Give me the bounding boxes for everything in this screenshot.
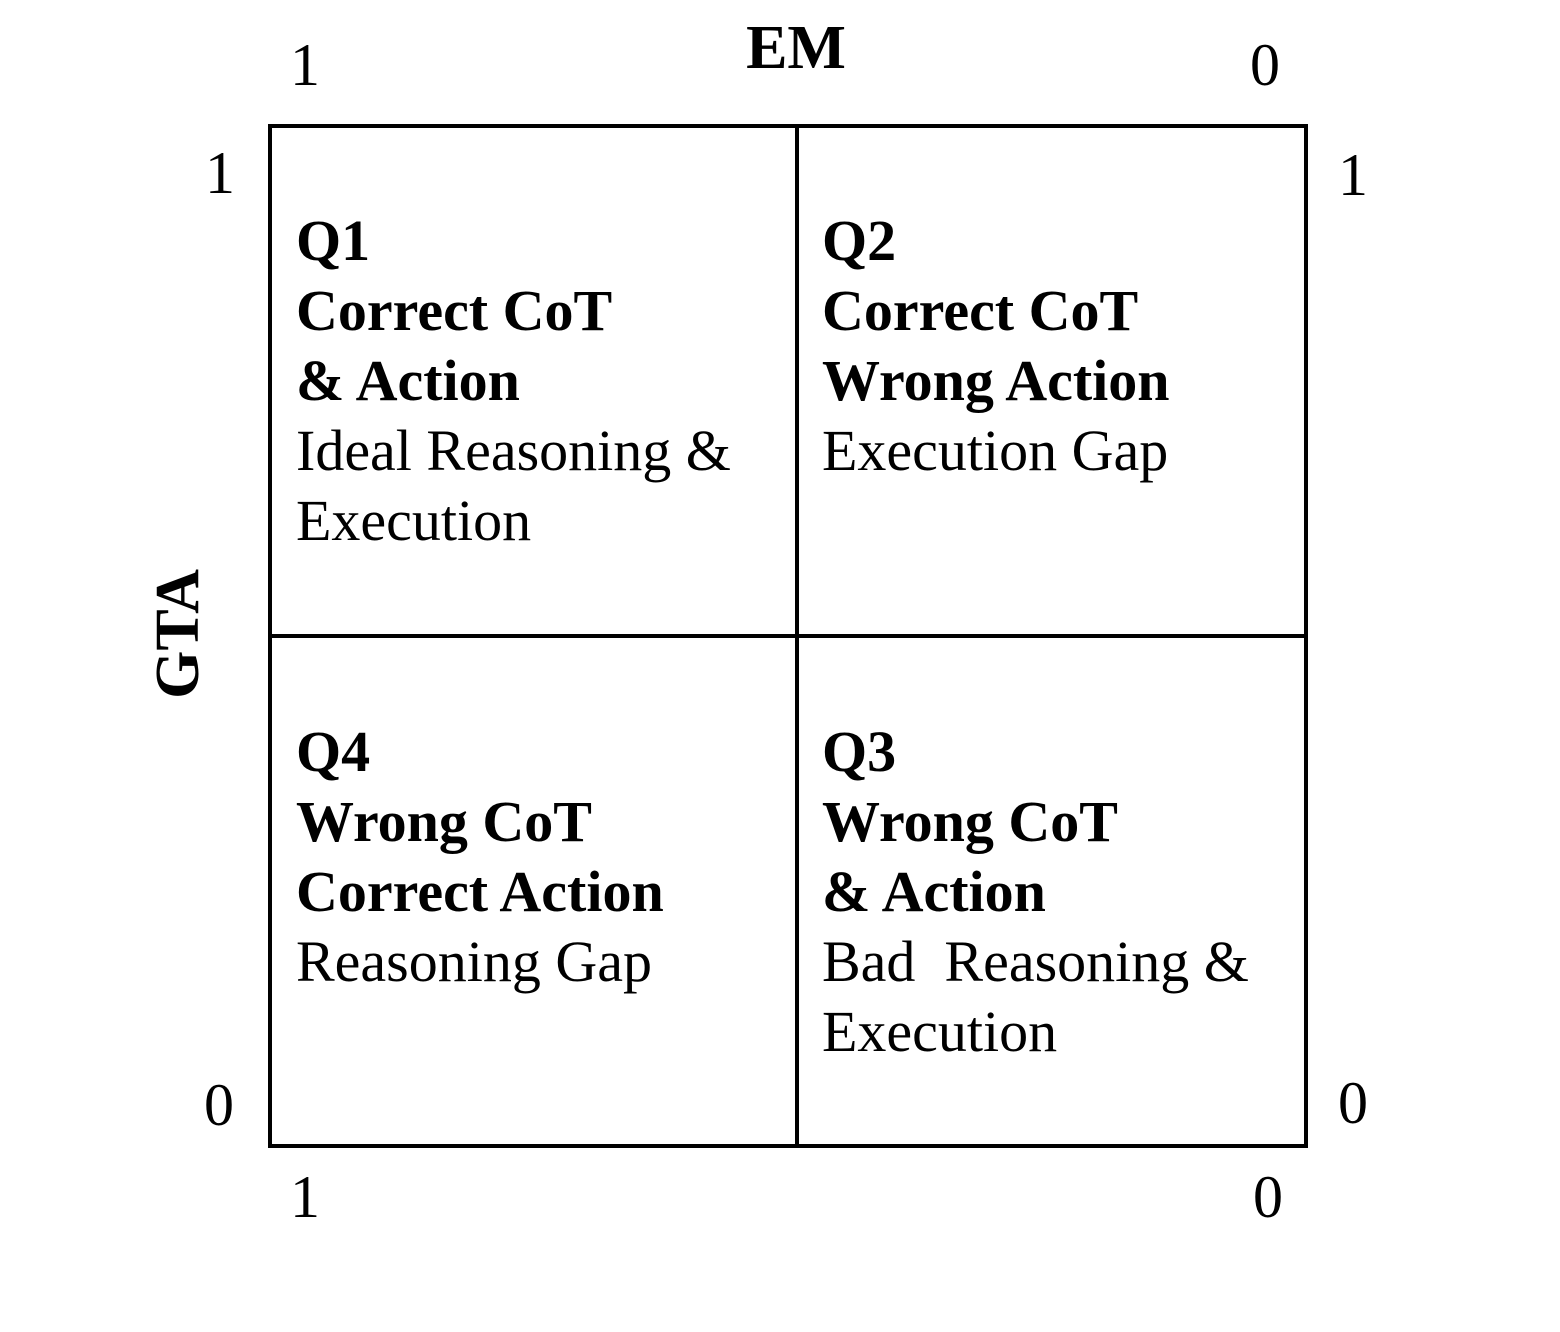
em-tick-1: 1 (290, 32, 320, 98)
q4-desc-line: Reasoning Gap (296, 929, 652, 994)
bottom-tick-1: 1 (290, 1164, 320, 1230)
q2-title-line: Correct CoT (822, 278, 1139, 343)
right-tick-0: 0 (1338, 1070, 1368, 1136)
q2-title-line: Wrong Action (822, 348, 1170, 413)
em-axis-label: EM (746, 14, 846, 82)
q1-id: Q1 (296, 208, 371, 273)
quadrant-q2: Q2 Correct CoT Wrong Action Execution Ga… (822, 206, 1170, 486)
matrix-horizontal-divider (268, 634, 1308, 638)
q4-title-line: Correct Action (296, 859, 664, 924)
quadrant-q4: Q4 Wrong CoT Correct Action Reasoning Ga… (296, 717, 664, 997)
q1-desc-line: Ideal Reasoning & (296, 418, 731, 483)
q4-title-line: Wrong CoT (296, 789, 592, 854)
gta-tick-1: 1 (205, 140, 235, 206)
quadrant-q1: Q1 Correct CoT & Action Ideal Reasoning … (296, 206, 731, 556)
gta-axis-label: GTA (144, 569, 212, 699)
q4-id: Q4 (296, 719, 371, 784)
em-tick-0: 0 (1250, 32, 1280, 98)
q3-title-line: & Action (822, 859, 1046, 924)
right-tick-1: 1 (1338, 142, 1368, 208)
q3-title-line: Wrong CoT (822, 789, 1118, 854)
q2-id: Q2 (822, 208, 897, 273)
q3-desc-line: Execution (822, 999, 1058, 1064)
q1-title-line: & Action (296, 348, 520, 413)
q3-id: Q3 (822, 719, 897, 784)
gta-tick-0: 0 (204, 1072, 234, 1138)
q2-desc-line: Execution Gap (822, 418, 1169, 483)
q1-title-line: Correct CoT (296, 278, 613, 343)
bottom-tick-0: 0 (1253, 1164, 1283, 1230)
q1-desc-line: Execution (296, 488, 532, 553)
quadrant-q3: Q3 Wrong CoT & Action Bad Reasoning & Ex… (822, 717, 1249, 1067)
q3-desc-line: Bad Reasoning & (822, 929, 1249, 994)
